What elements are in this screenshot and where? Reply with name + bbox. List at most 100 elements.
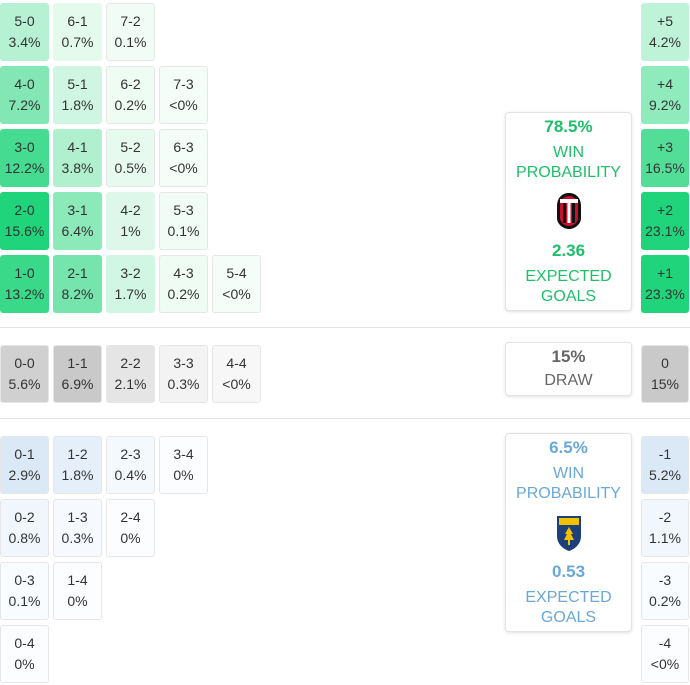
scoreline-cell-probability: 0% bbox=[173, 467, 194, 483]
scoreline-cell-label: 5-4 bbox=[226, 265, 247, 281]
lecce-crest-icon bbox=[556, 516, 581, 551]
goal-margin-cell-label: +5 bbox=[657, 13, 673, 29]
scoreline-cell-label: 5-2 bbox=[120, 139, 141, 155]
draw-section-divider-top bbox=[0, 327, 690, 328]
draw-section-divider-bottom bbox=[0, 418, 690, 419]
scoreline-cell-label: 3-1 bbox=[67, 202, 88, 218]
scoreline-cell-probability: 1.7% bbox=[114, 286, 147, 302]
scoreline-cell-probability: 12.2% bbox=[4, 160, 45, 176]
scoreline-cell-label: 7-3 bbox=[173, 76, 194, 92]
home-win-percentage: 78.5% bbox=[544, 117, 593, 136]
scoreline-cell: 1-0 13.2% bbox=[0, 255, 49, 313]
scoreline-cell: 4-2 1% bbox=[106, 192, 155, 250]
scoreline-cell: 2-4 0% bbox=[106, 499, 155, 557]
goal-margin-cell-label: 0 bbox=[661, 355, 669, 371]
scoreline-cell-probability: 1% bbox=[120, 223, 141, 239]
scoreline-cell-label: 2-4 bbox=[120, 509, 141, 525]
goal-margin-cell-probability: 23.3% bbox=[645, 286, 685, 302]
goal-margin-cell-probability: 23.1% bbox=[645, 223, 685, 239]
scoreline-cell-label: 1-4 bbox=[67, 572, 88, 588]
goal-margin-cell-label: -4 bbox=[658, 635, 672, 651]
goal-margin-cell: +3 16.5% bbox=[641, 129, 689, 187]
scoreline-cell-probability: 0.3% bbox=[61, 530, 94, 546]
scoreline-cell: 3-4 0% bbox=[159, 436, 208, 494]
scoreline-cell: 7-3 <0% bbox=[159, 66, 208, 124]
scoreline-cell: 6-3 <0% bbox=[159, 129, 208, 187]
draw-percentage: 15% bbox=[551, 347, 586, 366]
scoreline-cell: 0-4 0% bbox=[0, 625, 49, 683]
scoreline-cell-probability: 2.9% bbox=[8, 467, 41, 483]
home-expected-goals-label: EXPECTED bbox=[525, 268, 612, 285]
scoreline-cell-probability: 0.1% bbox=[114, 34, 147, 50]
draw-label: DRAW bbox=[544, 372, 593, 389]
scoreline-cell-probability: 0.7% bbox=[61, 34, 94, 50]
scoreline-cell: 6-1 0.7% bbox=[53, 3, 102, 61]
scoreline-cell-label: 0-2 bbox=[14, 509, 35, 525]
scoreline-cell-probability: 0.2% bbox=[114, 97, 147, 113]
home-expected-goals-value: 2.36 bbox=[551, 241, 586, 260]
ac-milan-crest-icon bbox=[556, 193, 581, 229]
scoreline-cell-label: 2-1 bbox=[67, 265, 88, 281]
goal-margin-cell: 0 15% bbox=[641, 345, 689, 403]
goal-margin-cell-label: -3 bbox=[658, 572, 672, 588]
scoreline-cell-probability: <0% bbox=[222, 376, 251, 392]
scoreline-cell-probability: <0% bbox=[169, 160, 198, 176]
scoreline-cell-label: 3-2 bbox=[120, 265, 141, 281]
goal-margin-cell: +1 23.3% bbox=[641, 255, 689, 313]
scoreline-cell-probability: 0% bbox=[120, 530, 141, 546]
goal-margin-cell: -3 0.2% bbox=[641, 562, 689, 620]
scoreline-cell: 2-2 2.1% bbox=[106, 345, 155, 403]
away-expected-goals-label: EXPECTED bbox=[525, 589, 612, 606]
scoreline-cell-label: 1-0 bbox=[14, 265, 35, 281]
scoreline-cell: 1-4 0% bbox=[53, 562, 102, 620]
goal-margin-cell-label: -1 bbox=[658, 446, 672, 462]
scoreline-cell-label: 4-2 bbox=[120, 202, 141, 218]
away-win-label: WIN bbox=[552, 465, 585, 482]
scoreline-cell-probability: 2.1% bbox=[114, 376, 147, 392]
scoreline-cell-label: 3-0 bbox=[14, 139, 35, 155]
scoreline-cell: 2-0 15.6% bbox=[0, 192, 49, 250]
goal-margin-cell-label: +3 bbox=[657, 139, 673, 155]
scoreline-cell-label: 0-1 bbox=[14, 446, 35, 462]
away-win-label-2: PROBABILITY bbox=[516, 485, 621, 502]
goal-margin-cell-label: +4 bbox=[657, 76, 673, 92]
scoreline-cell-label: 3-4 bbox=[173, 446, 194, 462]
away-win-card: 6.5% WIN PROBABILITY 0.53 EXPECTED GOALS bbox=[505, 433, 632, 632]
scoreline-cell-label: 6-1 bbox=[67, 13, 88, 29]
scoreline-cell-probability: 15.6% bbox=[4, 223, 45, 239]
home-win-card: 78.5% WIN PROBABILITY 2.36 EXPECTED GOAL… bbox=[505, 112, 632, 311]
scoreline-cell: 0-2 0.8% bbox=[0, 499, 49, 557]
scoreline-cell-probability: 1.8% bbox=[61, 467, 94, 483]
goal-margin-cell-label: +2 bbox=[657, 202, 673, 218]
home-win-label: WIN bbox=[552, 144, 585, 161]
scoreline-cell: 1-1 6.9% bbox=[53, 345, 102, 403]
scoreline-cell: 0-3 0.1% bbox=[0, 562, 49, 620]
scoreline-cell: 4-4 <0% bbox=[212, 345, 261, 403]
home-win-label-2: PROBABILITY bbox=[516, 164, 621, 181]
scoreline-cell-label: 0-3 bbox=[14, 572, 35, 588]
goal-margin-cell-probability: 15% bbox=[650, 376, 680, 392]
scoreline-cell-probability: 0.1% bbox=[167, 223, 200, 239]
scoreline-cell-probability: 0.3% bbox=[167, 376, 200, 392]
scoreline-cell-label: 5-0 bbox=[14, 13, 35, 29]
scoreline-cell: 1-2 1.8% bbox=[53, 436, 102, 494]
scoreline-cell: 3-2 1.7% bbox=[106, 255, 155, 313]
scoreline-cell-label: 0-0 bbox=[14, 355, 35, 371]
scoreline-cell-probability: 0% bbox=[14, 656, 35, 672]
scoreline-cell: 0-0 5.6% bbox=[0, 345, 49, 403]
scoreline-cell: 5-4 <0% bbox=[212, 255, 261, 313]
scoreline-cell-label: 1-2 bbox=[67, 446, 88, 462]
scoreline-cell-probability: 0.2% bbox=[167, 286, 200, 302]
scoreline-cell-label: 4-1 bbox=[67, 139, 88, 155]
scoreline-cell-probability: 0.8% bbox=[8, 530, 41, 546]
scoreline-cell: 1-3 0.3% bbox=[53, 499, 102, 557]
scoreline-cell-label: 2-2 bbox=[120, 355, 141, 371]
scoreline-cell-label: 5-3 bbox=[173, 202, 194, 218]
scoreline-cell-probability: 0.4% bbox=[114, 467, 147, 483]
scoreline-cell: 3-3 0.3% bbox=[159, 345, 208, 403]
scoreline-cell: 5-2 0.5% bbox=[106, 129, 155, 187]
scoreline-cell-label: 0-4 bbox=[14, 635, 35, 651]
scoreline-cell: 5-3 0.1% bbox=[159, 192, 208, 250]
scoreline-cell-probability: 13.2% bbox=[4, 286, 45, 302]
scoreline-cell-probability: 0% bbox=[67, 593, 88, 609]
